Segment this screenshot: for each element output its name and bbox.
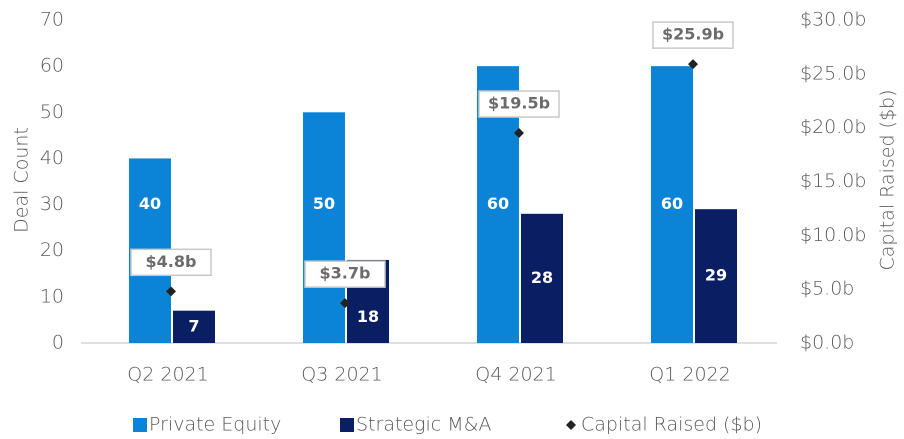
label-box [304,260,386,288]
capital-label: $19.5b [488,94,550,113]
y-tick-label: 60 [40,55,64,77]
value-label: 50 [313,194,335,213]
legend-marker [566,420,576,430]
y-tick-label: 50 [40,101,64,123]
value-label: 60 [661,194,683,213]
value-label: 28 [531,268,553,287]
marker [340,298,350,309]
value-label: 60 [487,194,509,213]
value-label: 29 [705,266,727,285]
label-box [130,248,212,277]
value-label: 40 [139,194,161,213]
x-tick-label: Q4 2021 [475,364,556,386]
y-tick-label: 40 [40,147,64,169]
capital-label: $4.8b [146,252,197,271]
y2-tick-label: $5.0b [800,278,854,300]
marker [514,128,524,139]
label-box [478,90,560,118]
bar [521,213,563,343]
x-tick-label: Q3 2021 [301,364,382,386]
y2-tick-label: $15.0b [800,170,866,192]
y-axis-title: Deal Count [11,127,33,233]
bar [651,66,693,344]
marker [166,286,176,297]
y-tick-label: 30 [40,193,64,215]
capital-label: $25.9b [662,25,724,44]
legend-swatch [133,418,147,432]
bar [695,209,737,343]
y-tick-label: 20 [40,239,64,261]
capital-label: $3.7b [320,264,371,283]
y-tick-label: 10 [40,285,64,307]
legend-label: Strategic M&A [356,414,491,436]
y2-tick-label: $30.0b [800,9,866,31]
y2-tick-label: $25.0b [800,62,866,84]
y2-tick-label: $20.0b [800,116,866,138]
bar [303,112,345,344]
legend-label: Private Equity [149,414,281,436]
x-tick-label: Q2 2021 [127,364,208,386]
y2-axis-title: Capital Raised ($b) [877,89,899,270]
value-label: 7 [188,316,199,335]
bar [173,310,215,343]
legend-swatch [340,418,354,432]
y-tick-label: 70 [40,9,64,31]
label-box [652,21,734,49]
y2-tick-label: $10.0b [800,224,866,246]
x-tick-label: Q1 2022 [649,364,730,386]
y-tick-label: 0 [52,332,64,354]
marker [688,59,698,70]
legend-label: Capital Raised ($b) [581,414,762,436]
y2-tick-label: $0.0b [800,332,854,354]
value-label: 18 [357,307,379,326]
